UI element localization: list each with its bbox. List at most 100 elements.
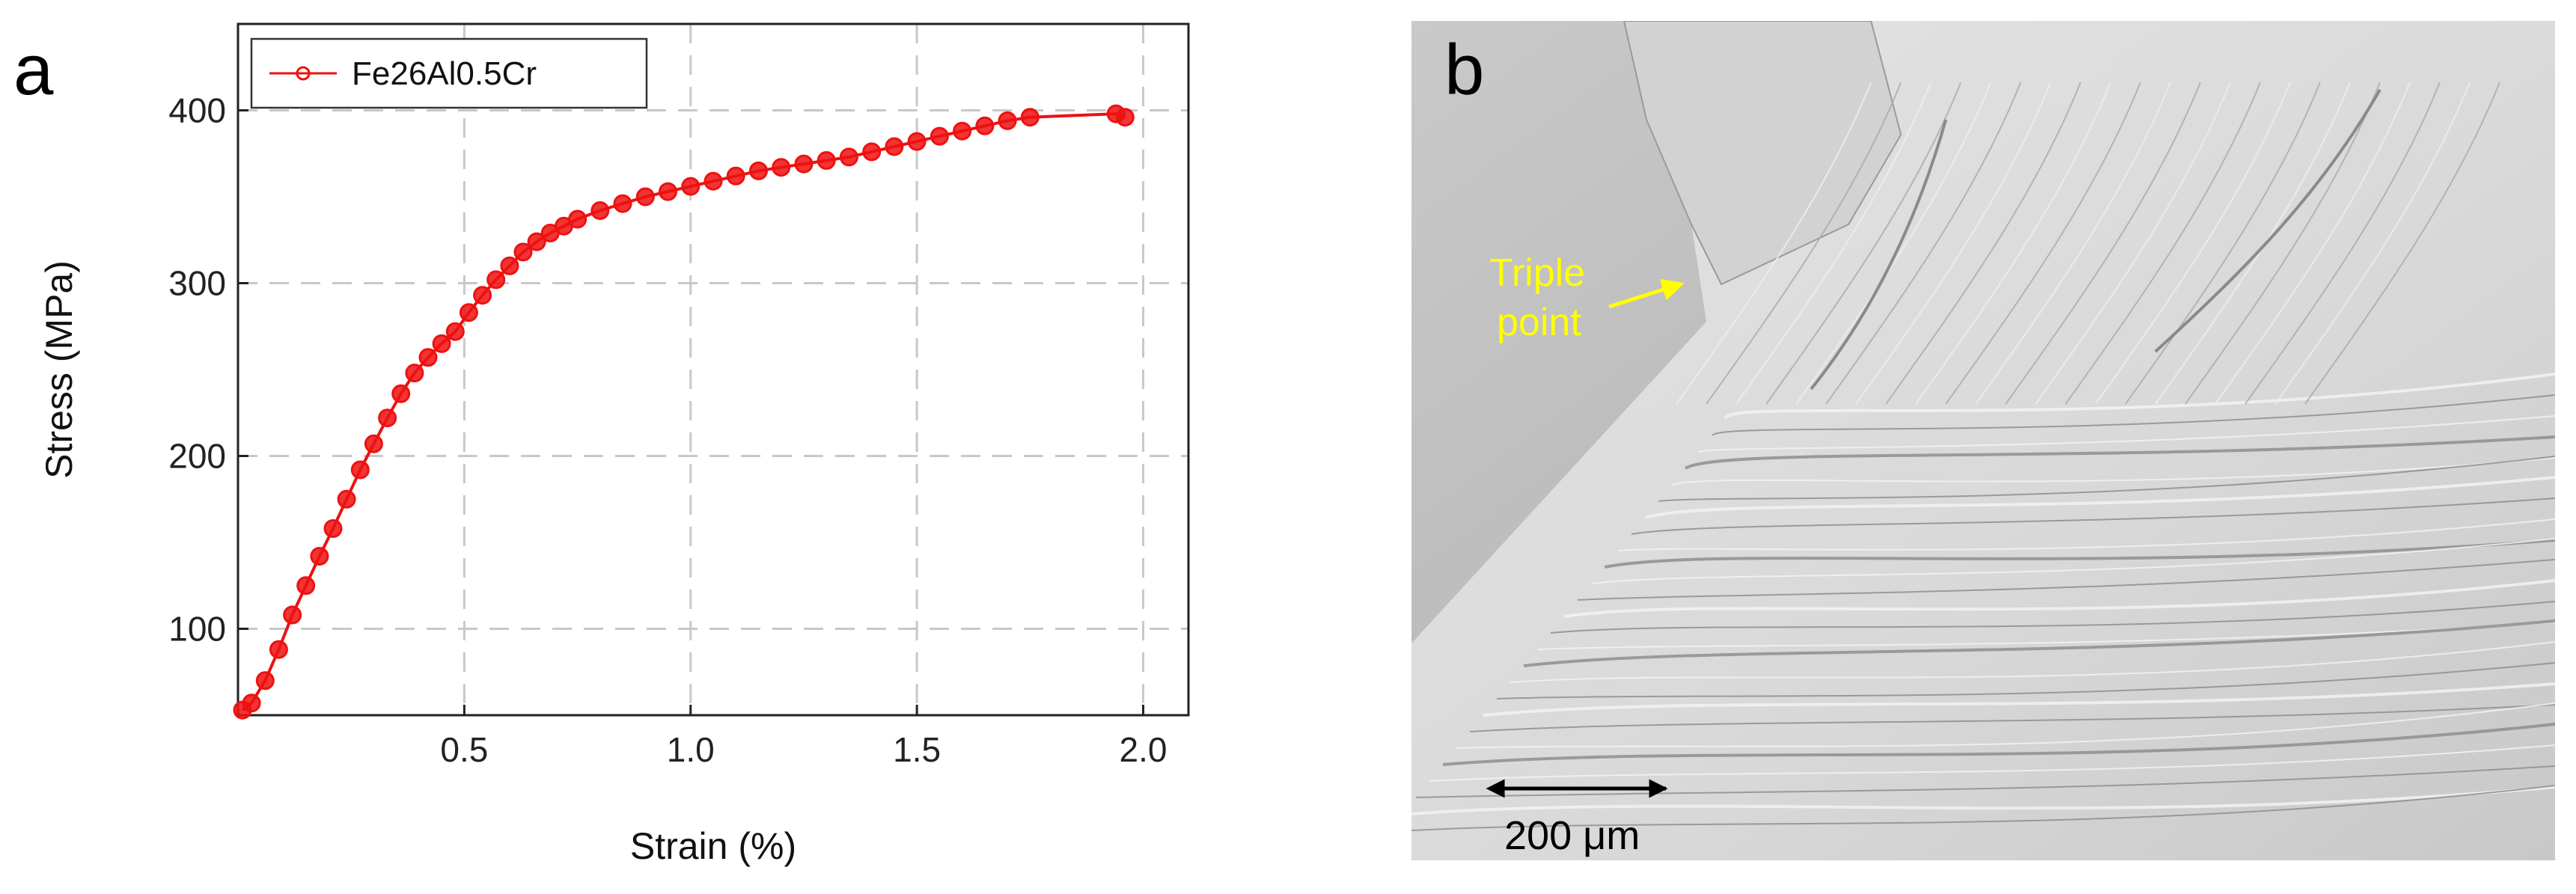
data-point (432, 334, 451, 353)
legend: Fe26Al0.5Cr (250, 37, 648, 109)
cleavage-step (1456, 702, 2555, 749)
cleavage-step (1496, 662, 2555, 699)
grain-ridge (2154, 89, 2381, 353)
data-point (885, 137, 904, 156)
data-point (255, 671, 275, 691)
x-axis-label: Strain (%) (630, 825, 796, 867)
data-point (296, 576, 316, 596)
data-point (749, 161, 768, 180)
cleavage-step (1536, 622, 2555, 650)
data-point (907, 132, 927, 151)
series-line (241, 112, 1126, 711)
data-point (378, 408, 397, 428)
scale-bar-label: 200 μm (1504, 813, 1640, 858)
river-line (2185, 82, 2381, 405)
data-point (659, 182, 677, 201)
y-tick-label: 400 (168, 91, 226, 130)
river-line (1825, 82, 2021, 405)
data-point (513, 242, 533, 262)
stress-strain-chart: 0.5 1.0 1.5 2.0 100 200 300 400 Strain (%) Str… (38, 22, 1190, 867)
cleavage-step (1563, 579, 2555, 618)
grid-lines (238, 24, 1188, 715)
y-tick-label: 100 (168, 610, 226, 649)
data-point (817, 151, 836, 170)
data-point (590, 201, 610, 220)
river-line (1915, 82, 2111, 405)
x-tick-label: 1.5 (893, 730, 941, 769)
data-point (681, 177, 701, 196)
data-point (500, 256, 519, 275)
cleavage-step (1429, 744, 2555, 782)
y-tick-labels: 100 200 300 400 (168, 91, 226, 649)
cleavage-step (1604, 539, 2555, 569)
river-line (1795, 82, 1991, 405)
cleavage-step (1671, 457, 2555, 486)
data-point (364, 434, 383, 453)
sem-micrograph: b Triple point 200 μm (1411, 21, 2555, 860)
panel-letter-a: a (13, 30, 54, 110)
data-point (337, 489, 356, 509)
data-point (839, 147, 858, 167)
y-tick-label: 300 (168, 264, 226, 303)
data-point (323, 519, 343, 538)
data-point (930, 126, 949, 146)
river-line (2095, 82, 2291, 405)
y-axis-label: Stress (MPa) (38, 260, 80, 479)
data-point (953, 121, 972, 141)
x-tick-label: 1.0 (667, 730, 715, 769)
data-point (862, 142, 882, 162)
river-line (1676, 82, 1872, 405)
series-layer (233, 104, 1135, 720)
data-point (568, 209, 587, 229)
cleavage-step (1550, 601, 2555, 634)
triple-point-label-line1: Triple (1489, 251, 1585, 295)
river-lines (1676, 82, 2500, 405)
triple-point-arrow (1608, 278, 1685, 309)
cleavage-step (1523, 619, 2555, 667)
river-line (2035, 82, 2231, 405)
data-point (391, 384, 411, 403)
legend-label: Fe26Al0.5Cr (352, 55, 537, 92)
cleavage-step (1411, 785, 2555, 831)
river-line (2065, 82, 2261, 405)
data-point (998, 111, 1017, 130)
data-point (975, 116, 995, 135)
cleavage-step (1644, 476, 2555, 519)
legend-marker (296, 66, 311, 81)
river-line (1765, 82, 1962, 405)
triple-point-label-line2: point (1497, 301, 1581, 344)
river-line (2304, 82, 2500, 405)
data-point (405, 364, 424, 383)
river-line (2215, 82, 2411, 405)
data-point (635, 187, 655, 206)
data-point (445, 322, 465, 341)
cleavage-step (1510, 641, 2555, 683)
cleavage-step (1631, 497, 2555, 535)
cleavage-step (1590, 538, 2555, 584)
scale-bar: 200 μm (1486, 779, 1668, 858)
river-line (2005, 82, 2201, 405)
data-point (527, 232, 546, 251)
data-point (1115, 108, 1135, 127)
river-line (1975, 82, 2171, 405)
river-line (1706, 82, 1902, 405)
river-line (1855, 82, 2051, 405)
data-point (242, 694, 261, 713)
cleavage-step (1411, 786, 2555, 815)
data-point (459, 303, 478, 322)
river-line (2274, 82, 2470, 405)
cleavage-step (1712, 394, 2555, 436)
data-point (1020, 108, 1040, 127)
river-line (2125, 82, 2321, 405)
river-line (1885, 82, 2081, 405)
x-tick-label: 2.0 (1120, 730, 1168, 769)
data-point (772, 158, 791, 177)
data-point (283, 605, 302, 625)
x-tick-labels: 0.5 1.0 1.5 2.0 (440, 730, 1167, 769)
fracture-lines (1411, 373, 2555, 831)
y-tick-label: 200 (168, 437, 226, 476)
data-point (726, 166, 745, 186)
data-point (613, 194, 632, 213)
river-line (1736, 82, 1932, 405)
cleavage-step (1442, 723, 2555, 766)
